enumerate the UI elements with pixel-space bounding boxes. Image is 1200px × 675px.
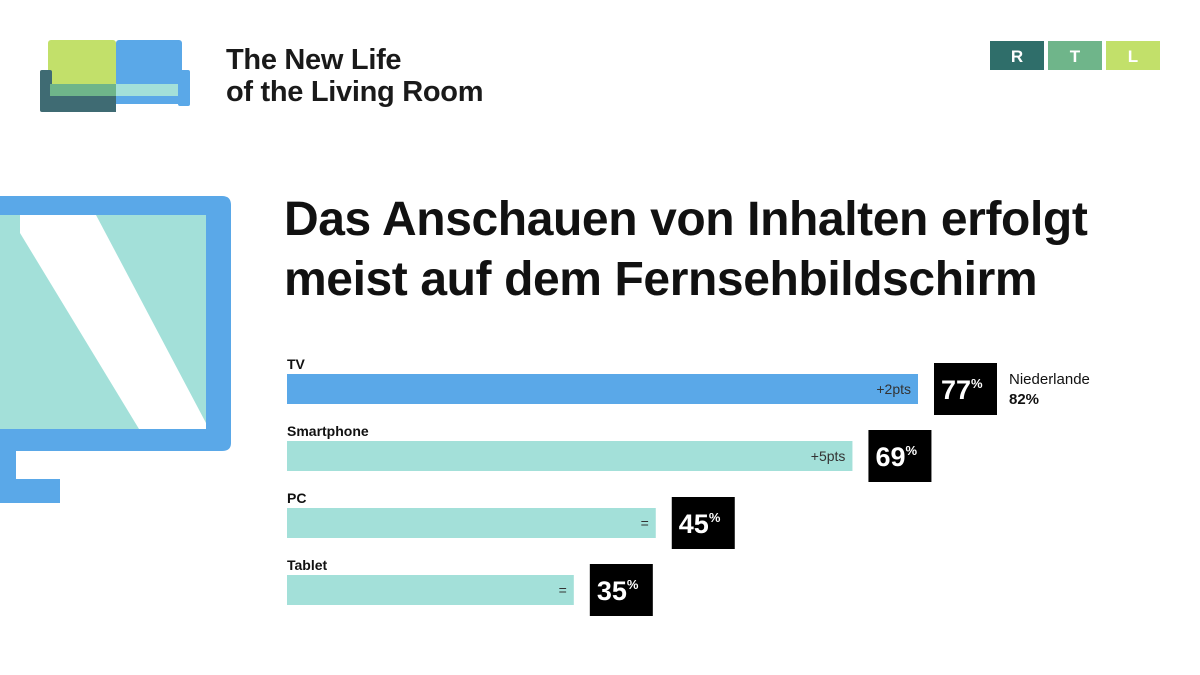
category-label-pc: PC bbox=[287, 490, 306, 506]
change-label-smartphone: +5pts bbox=[811, 448, 846, 464]
headline: Das Anschauen von Inhalten erfolgt meist… bbox=[284, 190, 1184, 310]
bar-smartphone bbox=[287, 441, 853, 471]
brand-title: The New Life of the Living Room bbox=[226, 44, 546, 108]
value-badge-tablet bbox=[589, 564, 653, 616]
rtl-logo-r: R bbox=[1011, 47, 1023, 66]
value-badge-pc bbox=[671, 497, 735, 549]
rtl-logo: R T L bbox=[990, 41, 1160, 70]
rtl-logo-t: T bbox=[1070, 47, 1081, 66]
bar-pc bbox=[287, 508, 656, 538]
change-label-tv: +2pts bbox=[876, 381, 911, 397]
value-badge-smartphone bbox=[868, 430, 932, 482]
value-badge-tv bbox=[934, 363, 997, 415]
headline-line1: Das Anschauen von Inhalten erfolgt bbox=[284, 193, 1088, 246]
comparison-label: Niederlande bbox=[1009, 371, 1090, 388]
bar-tv bbox=[287, 374, 918, 404]
rtl-logo-r-box bbox=[990, 41, 1044, 70]
bar-tablet bbox=[287, 575, 574, 605]
brand-title-line2: of the Living Room bbox=[226, 76, 484, 108]
category-label-tv: TV bbox=[287, 356, 306, 372]
brand-title-line1: The New Life bbox=[226, 44, 402, 76]
rtl-logo-l-box bbox=[1106, 41, 1160, 70]
category-label-smartphone: Smartphone bbox=[287, 423, 369, 439]
rtl-logo-t-box bbox=[1048, 41, 1102, 70]
category-label-tablet: Tablet bbox=[287, 557, 328, 573]
headline-line2: meist auf dem Fernsehbildschirm bbox=[284, 253, 1038, 306]
tv-screen-icon bbox=[0, 196, 231, 503]
rtl-logo-l: L bbox=[1128, 47, 1138, 66]
change-label-tablet: = bbox=[559, 582, 567, 598]
change-label-pc: = bbox=[641, 515, 649, 531]
sofa-icon bbox=[40, 40, 190, 112]
comparison-value: 82% bbox=[1009, 391, 1039, 408]
